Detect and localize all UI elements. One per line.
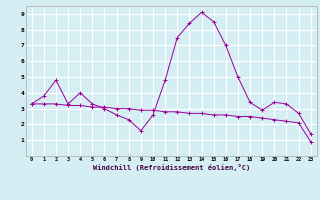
X-axis label: Windchill (Refroidissement éolien,°C): Windchill (Refroidissement éolien,°C)	[92, 164, 250, 171]
